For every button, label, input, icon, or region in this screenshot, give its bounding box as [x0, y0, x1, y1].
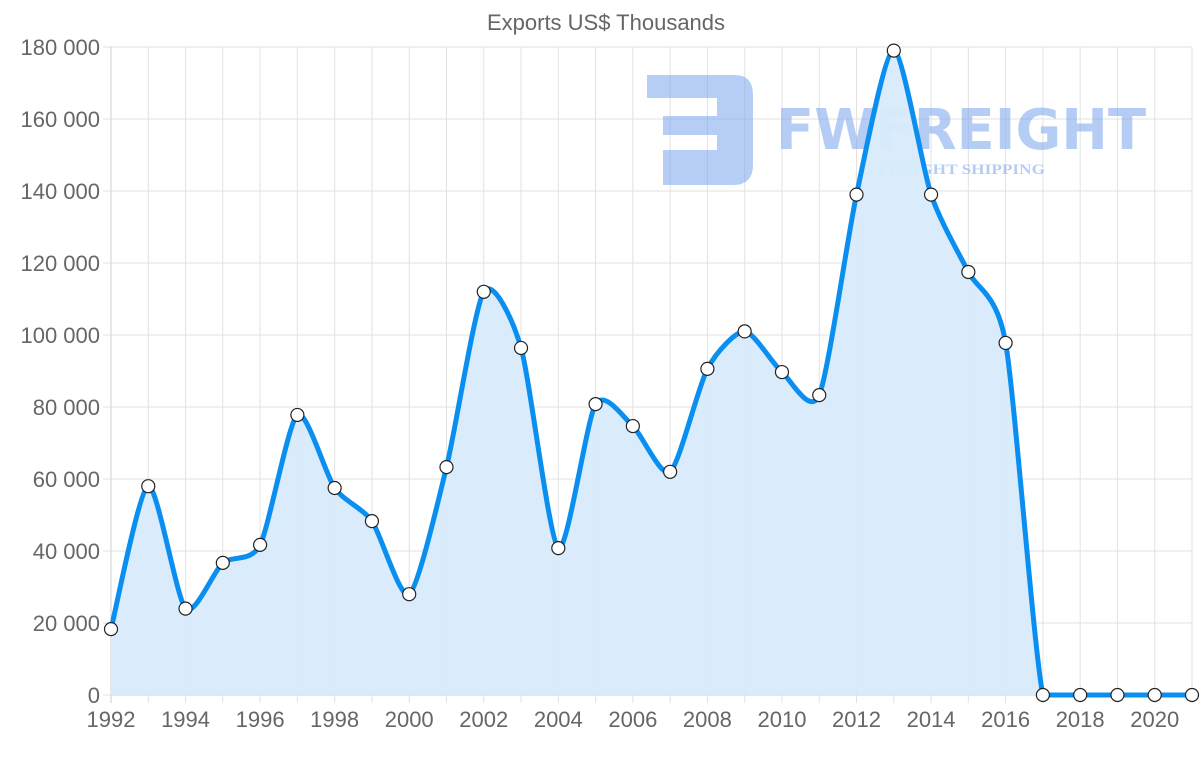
data-point-marker[interactable] — [1073, 687, 1088, 703]
y-tick-label: 180 000 — [20, 35, 100, 60]
data-point-marker[interactable] — [663, 464, 678, 479]
x-tick-label: 2014 — [907, 707, 956, 732]
data-point-marker[interactable] — [1110, 687, 1125, 703]
x-axis-ticks: 1992 1994 1996 1998 2000 2002 2004 2006 2008 2010… — [87, 707, 1180, 732]
y-tick-label: 80 000 — [33, 395, 100, 420]
watermark-logo: FWFREIGHT FREIGHT SHIPPING — [647, 75, 1146, 185]
x-tick-label: 2016 — [981, 707, 1030, 732]
data-point-marker[interactable] — [1035, 687, 1050, 703]
x-tick-label: 1992 — [87, 707, 136, 732]
x-tick-label: 2002 — [459, 707, 508, 732]
x-tick-label: 2012 — [832, 707, 881, 732]
x-tick-label: 2004 — [534, 707, 583, 732]
data-point-marker[interactable] — [961, 264, 976, 280]
x-tick-label: 2018 — [1056, 707, 1105, 732]
y-tick-label: 140 000 — [20, 179, 100, 204]
x-tick-label: 1994 — [161, 707, 210, 732]
watermark-brand: FWFREIGHT — [776, 98, 1146, 163]
x-tick-label: 1998 — [310, 707, 359, 732]
data-point-marker[interactable] — [513, 340, 529, 356]
data-point-marker[interactable] — [1184, 687, 1200, 703]
data-point-marker[interactable] — [625, 418, 640, 434]
data-point-marker[interactable] — [402, 587, 417, 602]
y-axis-ticks: 0 20 000 40 000 60 000 80 000 100 000 120 000 1… — [20, 35, 100, 708]
data-point-marker[interactable] — [253, 537, 268, 552]
data-point-marker[interactable] — [774, 364, 790, 380]
chart-title: Exports US$ Thousands — [487, 10, 725, 35]
data-point-marker[interactable] — [849, 187, 864, 202]
data-point-marker[interactable] — [476, 284, 491, 299]
x-tick-label: 1996 — [236, 707, 285, 732]
data-point-marker[interactable] — [439, 460, 454, 475]
data-point-marker[interactable] — [327, 480, 342, 496]
data-point-marker[interactable] — [103, 622, 119, 637]
data-point-marker[interactable] — [1147, 687, 1162, 703]
data-point-marker[interactable] — [551, 541, 566, 556]
data-point-marker[interactable] — [290, 407, 305, 423]
data-point-marker[interactable] — [998, 335, 1013, 351]
x-tick-label: 2000 — [385, 707, 434, 732]
data-points — [103, 43, 1200, 703]
data-point-marker[interactable] — [588, 397, 603, 412]
data-point-marker[interactable] — [215, 555, 230, 570]
data-point-marker[interactable] — [700, 361, 715, 376]
area-fill — [111, 50, 1192, 696]
y-tick-label: 60 000 — [33, 467, 100, 492]
data-point-marker[interactable] — [812, 388, 827, 403]
data-point-marker[interactable] — [886, 43, 901, 58]
y-tick-label: 40 000 — [33, 539, 100, 564]
y-tick-label: 100 000 — [20, 323, 100, 348]
x-tick-label: 2020 — [1130, 707, 1179, 732]
y-tick-label: 20 000 — [33, 611, 100, 636]
y-tick-label: 0 — [88, 683, 100, 708]
data-point-marker[interactable] — [141, 479, 156, 494]
y-tick-label: 120 000 — [20, 251, 100, 276]
x-tick-label: 2010 — [757, 707, 806, 732]
data-point-marker[interactable] — [737, 324, 752, 339]
data-point-marker[interactable] — [364, 514, 380, 529]
fw-logo-icon — [647, 75, 753, 185]
x-tick-label: 2008 — [683, 707, 732, 732]
y-tick-label: 160 000 — [20, 107, 100, 132]
x-tick-label: 2006 — [608, 707, 657, 732]
data-point-marker[interactable] — [178, 601, 193, 616]
data-point-marker[interactable] — [923, 187, 939, 202]
